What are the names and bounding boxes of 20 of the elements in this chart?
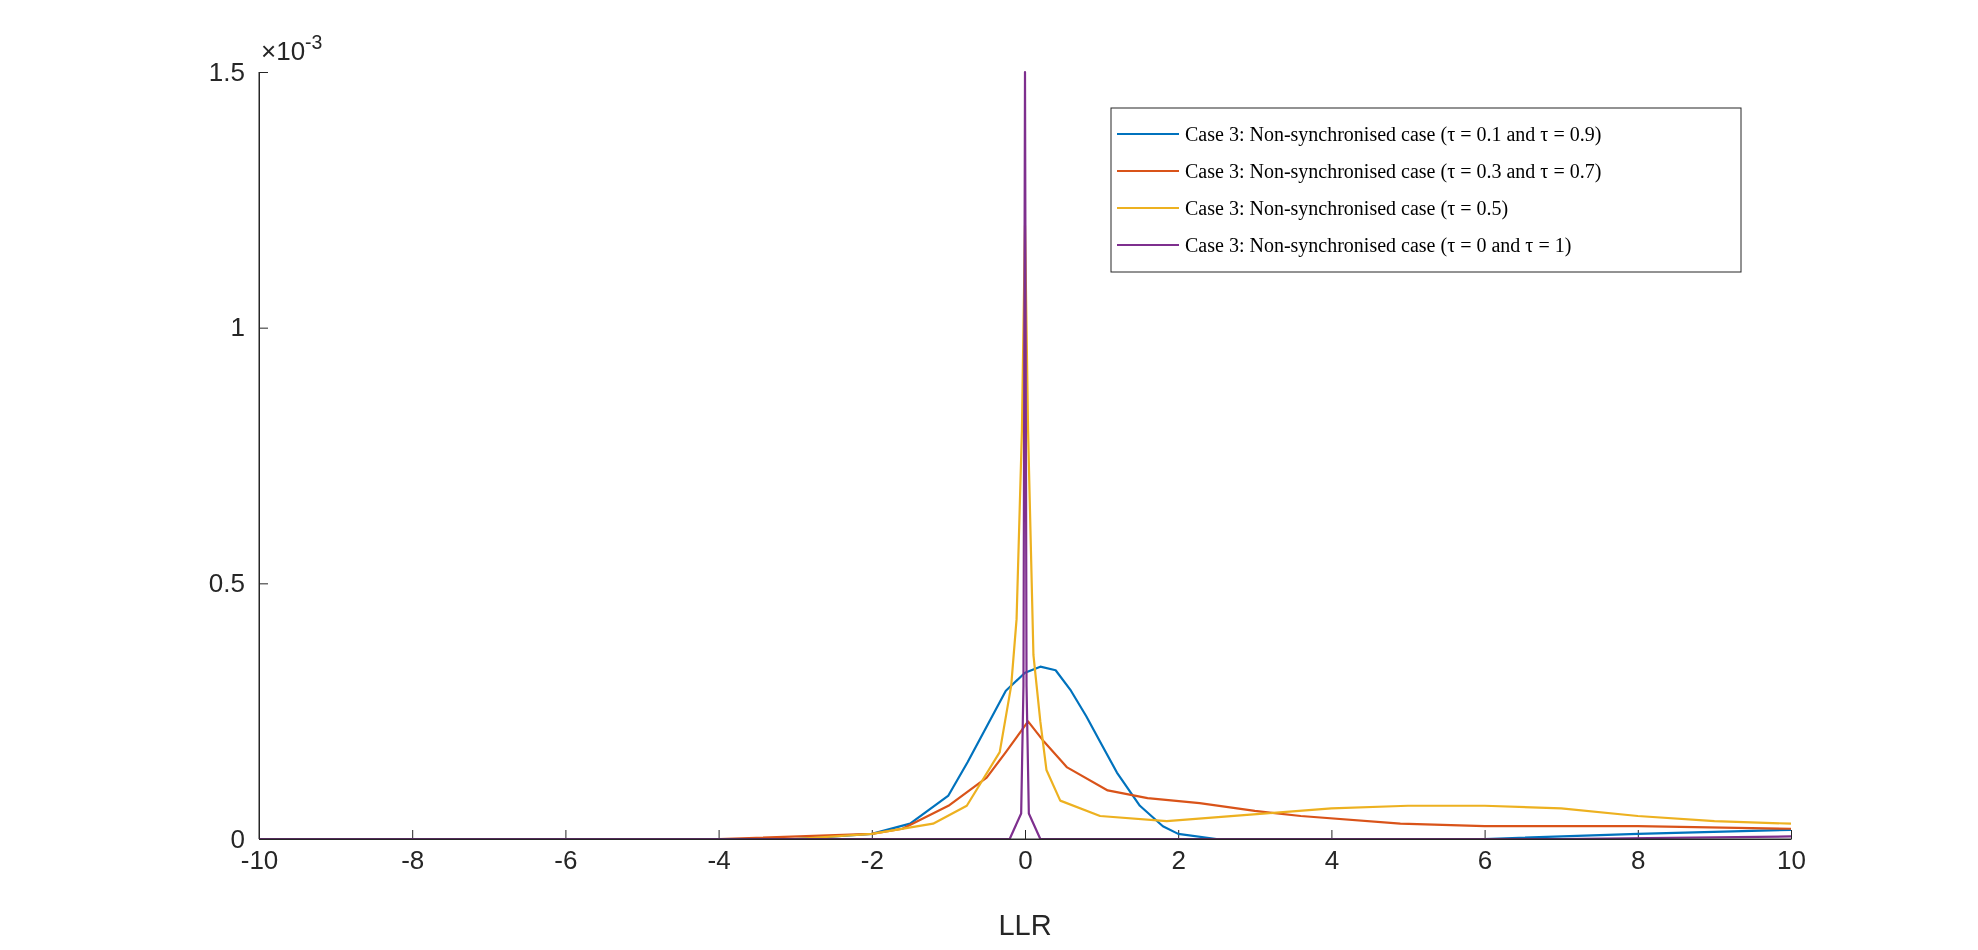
legend-label: Case 3: Non-synchronised case (τ = 0.1 and τ = 0.9): [1185, 123, 1602, 146]
y-tick-label: 1.5: [208, 56, 245, 87]
x-tick-label: 0: [1018, 845, 1033, 876]
y-tick-label: 0.5: [208, 568, 245, 599]
x-axis-title: LLR: [998, 909, 1052, 941]
x-tick-label: 8: [1631, 845, 1646, 876]
x-tick-label: 10: [1777, 845, 1806, 876]
y-tick-label: 1: [230, 312, 245, 343]
x-tick-label: 6: [1477, 845, 1493, 876]
text: ×10$^{-3}$: [261, 31, 323, 66]
x-tick-label: 2: [1171, 845, 1186, 876]
x-tick-label: -8: [401, 845, 425, 876]
legend-label: Case 3: Non-synchronised case (τ = 0.5): [1185, 197, 1509, 220]
y-tick-label: 0: [230, 823, 245, 854]
x-tick-label: 4: [1324, 845, 1340, 876]
x-tick-label: -4: [707, 845, 731, 876]
x-tick-label: -2: [860, 845, 884, 876]
legend-label: Case 3: Non-synchronised case (τ = 0.3 and τ = 0.7): [1185, 160, 1602, 183]
legend-label: Case 3: Non-synchronised case (τ = 0 and τ = 1): [1185, 234, 1572, 257]
x-tick-label: -6: [554, 845, 578, 876]
